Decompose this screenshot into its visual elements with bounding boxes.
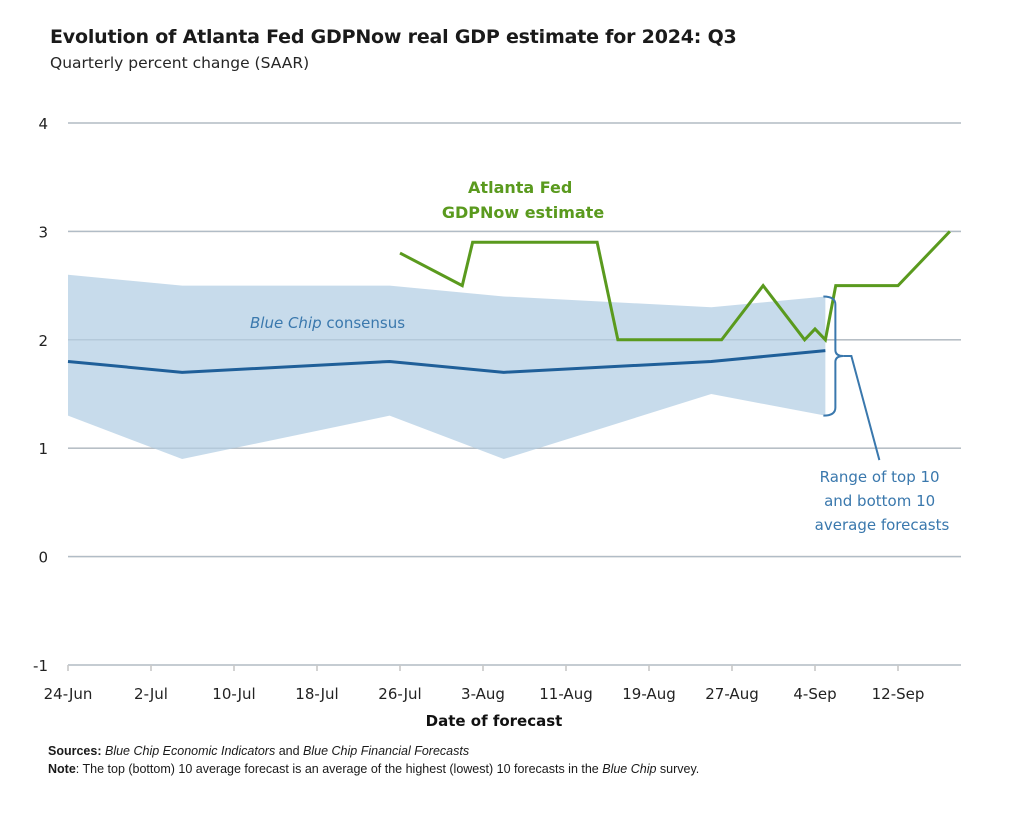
gridlines-over-band (68, 122, 961, 666)
source-2: Blue Chip Financial Forecasts (303, 744, 470, 758)
x-tick-label: 18-Jul (295, 685, 338, 703)
range-leader-line (843, 355, 881, 461)
y-axis-ticks: -1 0 1 2 3 4 (33, 115, 48, 675)
x-tick-label: 24-Jun (44, 685, 93, 703)
consensus-line (67, 349, 826, 374)
sources-line: Sources: Blue Chip Economic Indicators a… (48, 742, 808, 760)
range-annotation: Range of top 10 and bottom 10 average fo… (815, 468, 950, 534)
x-tick-label: 10-Jul (212, 685, 255, 703)
x-axis-ticks: 24-Jun 2-Jul 10-Jul 18-Jul 26-Jul 3-Aug 11-Aug… (44, 665, 925, 703)
note-text-end: survey. (656, 762, 700, 776)
series-lines (67, 230, 951, 374)
x-tick-label: 26-Jul (378, 685, 421, 703)
sources-label: Sources: (48, 744, 102, 758)
consensus-annotation: Blue Chip consensus (250, 314, 405, 332)
x-tick-label: 12-Sep (872, 685, 925, 703)
chart-title: Evolution of Atlanta Fed GDPNow real GDP… (50, 26, 737, 48)
x-tick-label: 27-Aug (705, 685, 758, 703)
x-axis-title: Date of forecast (426, 712, 563, 730)
x-tick-label: 4-Sep (793, 685, 836, 703)
source-1: Blue Chip Economic Indicators (104, 744, 276, 758)
y-tick-label: 1 (38, 440, 48, 458)
x-tick-label: 11-Aug (539, 685, 592, 703)
y-tick-label: 4 (38, 115, 48, 133)
range-bracket (823, 295, 881, 461)
y-tick-label: 2 (38, 332, 48, 350)
sources-and: and (275, 744, 304, 758)
gdpnow-annotation: Atlanta Fed GDPNow estimate (442, 178, 605, 222)
chart-subtitle: Quarterly percent change (SAAR) (50, 54, 310, 72)
note-line: Note: The top (bottom) 10 average foreca… (48, 760, 808, 778)
note-label: Note (48, 762, 76, 776)
y-tick-label: -1 (33, 657, 48, 675)
x-tick-label: 3-Aug (461, 685, 505, 703)
x-tick-label: 19-Aug (622, 685, 675, 703)
note-italic: Blue Chip (602, 762, 657, 776)
chart-footer: Sources: Blue Chip Economic Indicators a… (48, 742, 808, 778)
gdpnow-line (399, 230, 951, 343)
note-text: : The top (bottom) 10 average forecast i… (75, 762, 603, 776)
range-bracket-shape (823, 295, 844, 417)
x-tick-label: 2-Jul (134, 685, 168, 703)
y-tick-label: 0 (38, 549, 48, 567)
y-tick-label: 3 (38, 223, 48, 241)
